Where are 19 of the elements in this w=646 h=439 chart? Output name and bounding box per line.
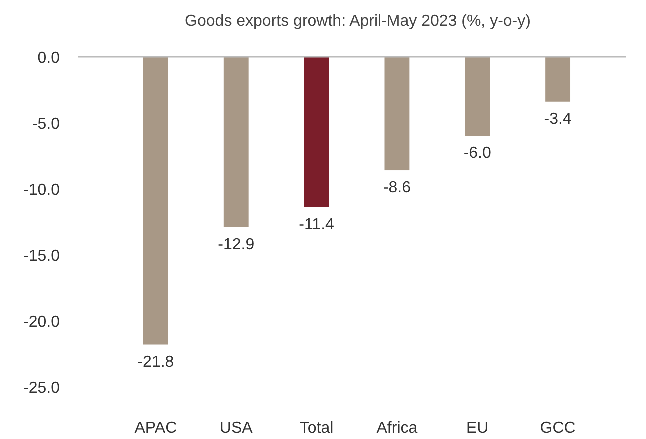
x-tick-label: EU bbox=[466, 420, 489, 437]
y-tick-label: -5.0 bbox=[32, 116, 60, 133]
y-tick-label: -25.0 bbox=[24, 380, 60, 397]
data-label: -12.9 bbox=[218, 236, 255, 254]
x-tick-label: Africa bbox=[376, 420, 418, 437]
data-label: -6.0 bbox=[464, 145, 492, 162]
x-tick-label: Total bbox=[300, 420, 334, 437]
y-tick-label: -20.0 bbox=[24, 314, 60, 331]
y-tick-label: -15.0 bbox=[24, 248, 60, 265]
y-tick-label: -10.0 bbox=[24, 182, 60, 199]
x-tick-label: USA bbox=[220, 420, 254, 437]
data-label: -21.8 bbox=[138, 354, 174, 371]
data-label: -3.4 bbox=[544, 110, 572, 128]
x-tick-label: GCC bbox=[540, 420, 576, 437]
data-label: -8.6 bbox=[383, 180, 412, 197]
x-tick-label: APAC bbox=[134, 420, 178, 437]
y-tick-label: 0.0 bbox=[38, 50, 60, 67]
chart-subtitle: Goods exports growth: April-May 2023 (%, y-o-y) bbox=[185, 13, 531, 30]
data-label: -11.4 bbox=[299, 216, 335, 234]
